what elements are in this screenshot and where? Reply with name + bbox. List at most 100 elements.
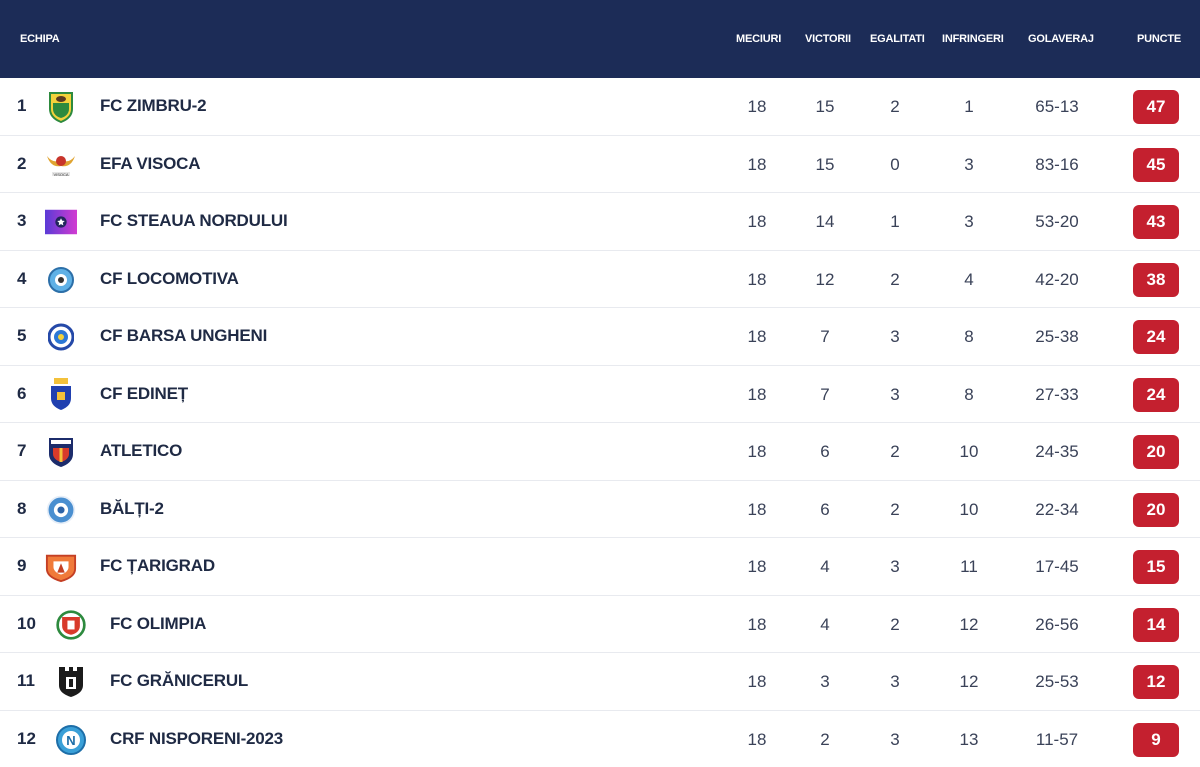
table-row[interactable]: 3 FC STEAUA NORDULUI 18 14 1 3 53-20 43 [0, 193, 1200, 251]
nisporeni-logo[interactable]: N [55, 724, 87, 755]
team-losses: 11 [960, 557, 978, 576]
team-losses: 3 [964, 212, 974, 231]
team-losses: 8 [964, 327, 974, 346]
points-badge: 12 [1133, 665, 1179, 699]
points-badge: 38 [1133, 262, 1179, 297]
team-position: 8 [17, 498, 27, 518]
table-row[interactable]: 8 BĂLȚI-2 18 6 2 10 22-34 20 [0, 480, 1200, 538]
team-draws: 3 [890, 384, 900, 404]
edinet-logo[interactable] [45, 377, 77, 410]
team-name[interactable]: CF LOCOMOTIVA [100, 268, 239, 288]
table-row[interactable]: 11 FC GRĂNICERUL 18 3 3 12 25-53 12 [0, 653, 1200, 711]
team-name[interactable]: CF BARSA UNGHENI [100, 326, 268, 345]
team-name[interactable]: EFA VISOCA [100, 153, 201, 173]
team-wins: 4 [820, 557, 830, 576]
team-played: 18 [747, 672, 767, 691]
team-draws: 1 [890, 212, 900, 231]
team-position: 3 [17, 211, 27, 230]
team-losses: 1 [964, 97, 974, 116]
team-goals: 24-35 [1035, 442, 1079, 461]
team-goals: 26-56 [1035, 614, 1079, 634]
team-played: 18 [747, 327, 767, 346]
table-row[interactable]: 2 VISOCA EFA VISOCA 18 15 0 3 83-16 45 [0, 135, 1200, 193]
team-position: 6 [17, 383, 27, 403]
points-badge: 24 [1133, 377, 1179, 412]
steaua-logo[interactable] [45, 207, 77, 237]
team-name[interactable]: FC STEAUA NORDULUI [100, 211, 288, 230]
team-position: 2 [17, 153, 27, 173]
team-name[interactable]: CF EDINEȚ [100, 383, 188, 403]
points-badge: 43 [1133, 205, 1179, 239]
granicerul-logo[interactable] [55, 667, 87, 697]
team-played: 18 [747, 384, 767, 404]
team-goals: 65-13 [1035, 97, 1079, 116]
balti-logo[interactable] [45, 495, 77, 525]
svg-text:VISOCA: VISOCA [53, 172, 68, 177]
olimpia-logo[interactable] [55, 609, 87, 640]
team-goals: 53-20 [1035, 212, 1079, 231]
header-goals[interactable]: GOLAVERAJ [1028, 33, 1094, 45]
points-badge: 9 [1133, 722, 1179, 757]
table-row[interactable]: 5 CF BARSA UNGHENI 18 7 3 8 25-38 24 [0, 308, 1200, 366]
team-name[interactable]: CRF NISPORENI-2023 [110, 728, 284, 748]
team-draws: 2 [890, 614, 900, 634]
table-row[interactable]: 1 FC ZIMBRU-2 18 15 2 1 65-13 47 [0, 78, 1200, 136]
team-losses: 8 [964, 384, 974, 404]
team-draws: 0 [890, 154, 900, 174]
team-played: 18 [747, 614, 767, 634]
team-played: 18 [747, 729, 767, 749]
team-name[interactable]: FC ȚARIGRAD [100, 556, 215, 575]
team-losses: 10 [959, 499, 979, 519]
team-losses: 12 [959, 614, 979, 634]
header-draws[interactable]: EGALITATI [870, 33, 925, 45]
team-wins: 4 [820, 614, 830, 634]
team-position: 1 [17, 96, 27, 115]
table-row[interactable]: 9 FC ȚARIGRAD 18 4 3 11 17-45 15 [0, 538, 1200, 596]
team-wins: 2 [820, 729, 830, 749]
header-points[interactable]: PUNCTE [1137, 33, 1182, 45]
team-name[interactable]: FC OLIMPIA [110, 613, 207, 633]
visoca-logo[interactable]: VISOCA [45, 150, 77, 180]
team-draws: 3 [890, 327, 900, 346]
team-goals: 25-53 [1035, 672, 1079, 691]
points-badge: 20 [1133, 435, 1179, 469]
header-wins[interactable]: VICTORII [805, 33, 851, 45]
header-played[interactable]: MECIURI [736, 33, 782, 45]
team-position: 10 [17, 613, 36, 633]
team-name[interactable]: FC GRĂNICERUL [110, 671, 249, 690]
team-losses: 12 [959, 672, 979, 691]
table-row[interactable]: 4 CF LOCOMOTIVA 18 12 2 4 42-20 38 [0, 250, 1200, 308]
table-row[interactable]: 6 CF EDINEȚ 18 7 3 8 27-33 24 [0, 365, 1200, 423]
team-name[interactable]: ATLETICO [100, 441, 183, 460]
team-wins: 15 [815, 97, 835, 116]
atletico-logo[interactable] [45, 437, 77, 467]
team-name[interactable]: BĂLȚI-2 [100, 498, 164, 518]
team-name[interactable]: FC ZIMBRU-2 [100, 96, 207, 115]
table-row[interactable]: 7 ATLETICO 18 6 2 10 24-35 20 [0, 423, 1200, 481]
barsa-logo[interactable] [45, 322, 77, 352]
team-wins: 6 [820, 499, 830, 519]
team-goals: 17-45 [1035, 557, 1079, 576]
locomotiva-logo[interactable] [45, 265, 77, 295]
header-losses[interactable]: INFRINGERI [942, 33, 1004, 45]
team-draws: 2 [890, 97, 900, 116]
zimbru-logo[interactable] [45, 92, 77, 123]
tarigrad-logo[interactable] [45, 552, 77, 583]
points-badge: 47 [1133, 90, 1179, 124]
header-team[interactable]: ECHIPA [20, 33, 60, 45]
team-losses: 4 [964, 269, 974, 289]
team-position: 4 [17, 268, 27, 288]
table-header: ECHIPA MECIURI VICTORII EGALITATI INFRIN… [0, 0, 1200, 78]
table-row[interactable]: 12 N CRF NISPORENI-2023 18 2 3 13 11-57 9 [0, 710, 1200, 767]
team-wins: 7 [820, 327, 830, 346]
team-played: 18 [747, 269, 767, 289]
team-played: 18 [747, 97, 767, 116]
team-position: 7 [17, 441, 27, 460]
team-draws: 3 [890, 672, 900, 691]
table-row[interactable]: 10 FC OLIMPIA 18 4 2 12 26-56 14 [0, 595, 1200, 653]
team-wins: 7 [820, 384, 830, 404]
team-losses: 10 [959, 442, 979, 461]
points-badge: 24 [1133, 320, 1179, 354]
team-position: 12 [17, 728, 36, 748]
